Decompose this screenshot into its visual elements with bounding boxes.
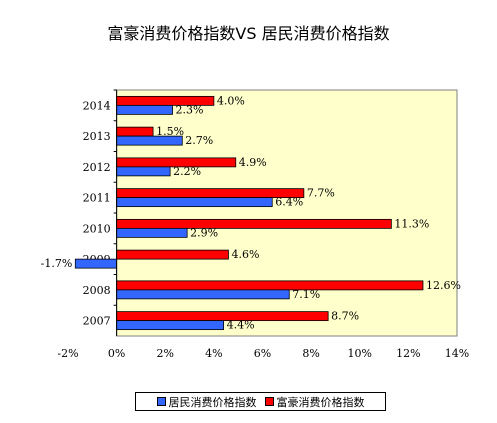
data-label-wealthy-2009: 4.6%	[231, 248, 259, 261]
bar-wealthy-2007	[116, 311, 329, 322]
bar-resident-2011	[116, 197, 273, 208]
data-label-resident-2013: 2.7%	[185, 134, 213, 147]
category-label-2007: 2007	[83, 315, 111, 328]
data-label-wealthy-2008: 12.6%	[426, 279, 461, 292]
x-tick-label-0: -2%	[57, 347, 78, 360]
data-label-wealthy-2010: 11.3%	[394, 217, 429, 230]
x-tick-label-7: 12%	[396, 347, 420, 360]
x-tick-label-3: 4%	[205, 347, 222, 360]
data-label-resident-2011: 6.4%	[275, 196, 303, 209]
data-label-resident-2010: 2.9%	[190, 226, 218, 239]
category-label-2013: 2013	[83, 130, 111, 143]
bar-wealthy-2010	[116, 218, 392, 229]
bar-wealthy-2013	[116, 126, 154, 137]
chart-title: 富豪消费价格指数VS 居民消费价格指数	[107, 24, 390, 43]
category-label-2008: 2008	[83, 284, 111, 297]
bar-resident-2012	[116, 166, 171, 177]
legend-label-wealthy: 富豪消费价格指数	[276, 395, 365, 409]
x-tick-label-6: 10%	[348, 347, 372, 360]
data-label-wealthy-2007: 8.7%	[331, 310, 359, 323]
category-label-2011: 2011	[83, 192, 111, 205]
data-label-resident-2007: 4.4%	[227, 319, 255, 332]
data-label-resident-2012: 2.2%	[173, 165, 201, 178]
legend-item-wealthy: 富豪消费价格指数	[264, 394, 365, 410]
bar-wealthy-2008	[116, 280, 424, 291]
x-tick-label-4: 6%	[254, 347, 271, 360]
category-label-2012: 2012	[83, 161, 111, 174]
data-label-resident-2014: 2.3%	[176, 103, 204, 116]
x-tick-label-5: 8%	[302, 347, 319, 360]
legend-swatch-resident	[156, 397, 166, 406]
data-label-wealthy-2014: 4.0%	[217, 94, 245, 107]
category-label-2010: 2010	[83, 222, 111, 235]
data-label-resident-2009: -1.7%	[41, 257, 73, 270]
legend-item-resident: 居民消费价格指数	[156, 394, 257, 410]
bar-resident-2007	[116, 320, 224, 331]
bar-resident-2008	[116, 289, 290, 300]
bar-resident-2009	[74, 258, 118, 269]
category-label-2014: 2014	[83, 99, 111, 112]
data-label-resident-2008: 7.1%	[292, 288, 320, 301]
bar-resident-2010	[116, 227, 188, 238]
legend: 居民消费价格指数 富豪消费价格指数	[135, 392, 386, 411]
data-label-wealthy-2011: 7.7%	[307, 187, 335, 200]
legend-swatch-wealthy	[264, 397, 274, 406]
data-label-wealthy-2012: 4.9%	[239, 156, 267, 169]
bar-resident-2014	[116, 104, 173, 115]
x-tick-label-1: 0%	[108, 347, 125, 360]
bar-resident-2013	[116, 135, 183, 146]
data-label-wealthy-2013: 1.5%	[156, 125, 184, 138]
legend-label-resident: 居民消费价格指数	[168, 395, 257, 409]
bar-wealthy-2009	[116, 249, 229, 260]
x-tick-label-8: 14%	[445, 347, 469, 360]
x-tick-label-2: 2%	[157, 347, 174, 360]
